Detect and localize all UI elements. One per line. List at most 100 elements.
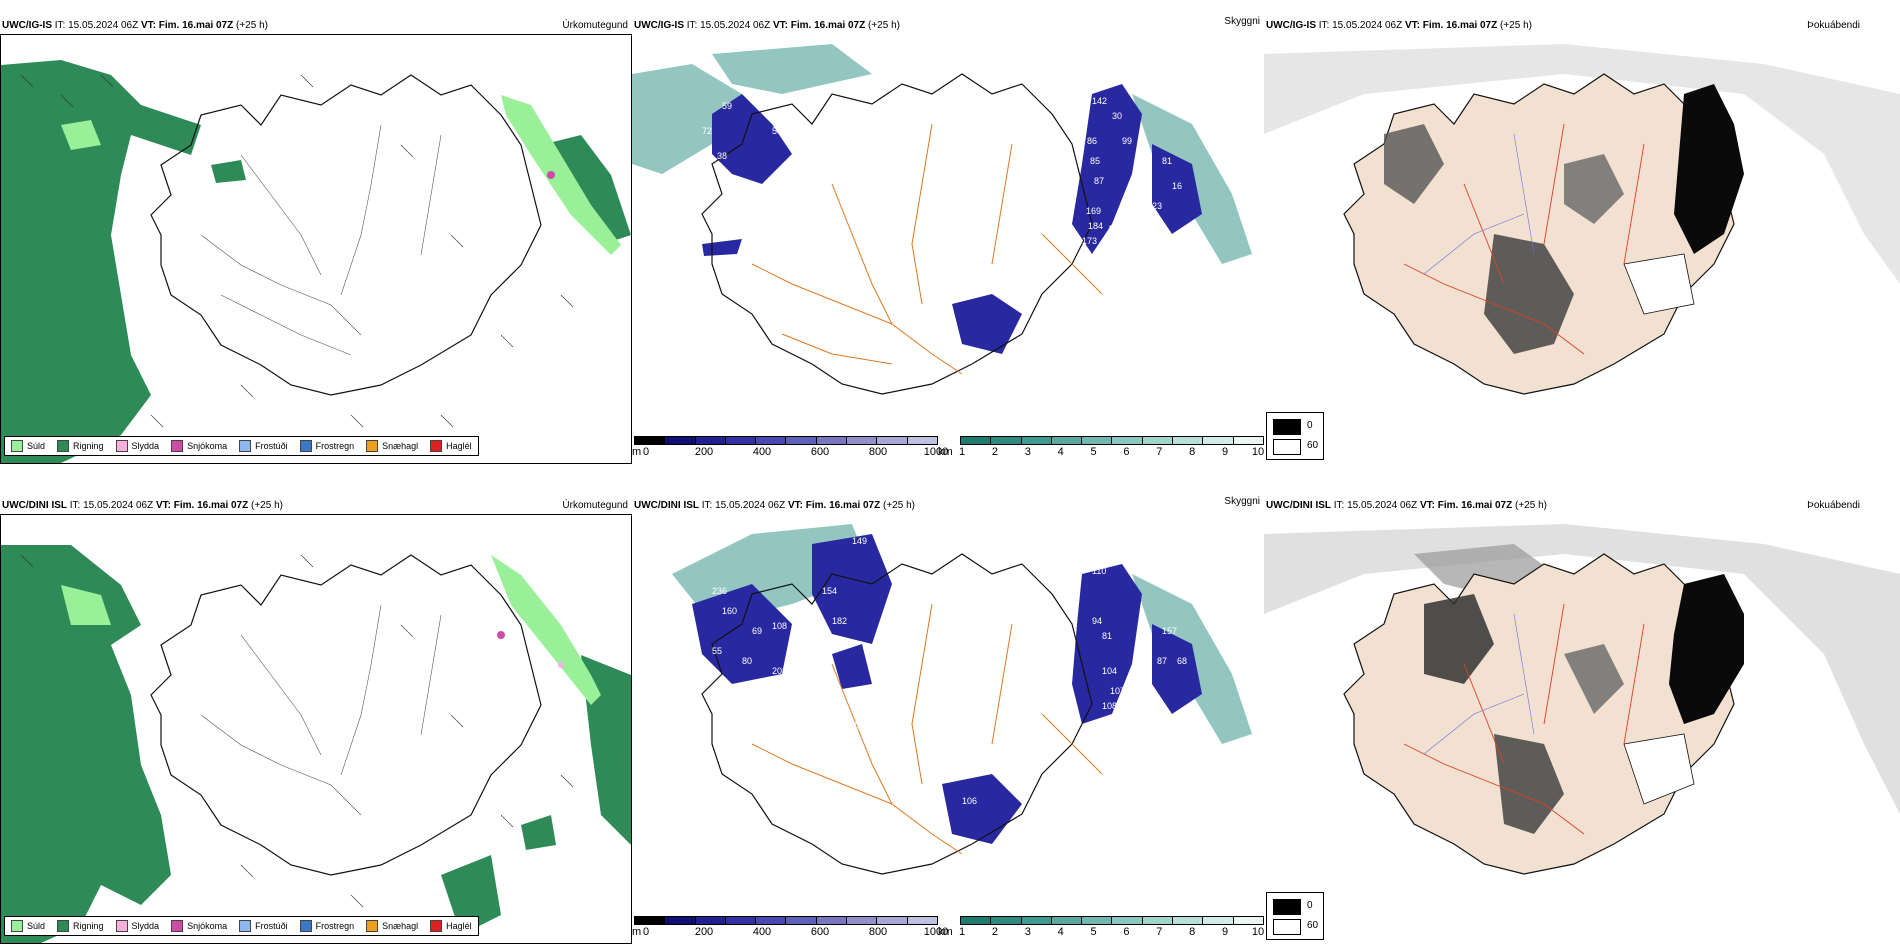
colorbar-segment xyxy=(725,917,757,924)
cloudbase-value-label: 95 xyxy=(897,281,907,291)
cloudbase-value-label: 73 xyxy=(852,721,862,731)
it-value: 15.05.2024 06Z xyxy=(715,500,786,511)
cloudbase-value-label: 69 xyxy=(752,626,762,636)
colorbar-tick: 3 xyxy=(1024,926,1031,938)
cloudbase-value-label: 112 xyxy=(922,286,936,296)
swatch xyxy=(57,440,70,452)
legend-item: Súld xyxy=(11,920,45,932)
panel-title: Skyggni xyxy=(1224,496,1260,507)
legend-label: Snjókoma xyxy=(187,921,228,931)
visibility-colorbar xyxy=(960,436,1264,445)
legend-item: Frostregn xyxy=(299,440,355,452)
panel-header: UWC/DINI ISL IT: 15.05.2024 06Z VT: Fim.… xyxy=(1266,500,1547,511)
colorbar-segment xyxy=(1233,917,1263,924)
colorbar-segment xyxy=(991,917,1022,924)
legend-label: Slydda xyxy=(131,921,160,931)
cloudbase-value-label: 94 xyxy=(1092,616,1102,626)
legend-label: Slydda xyxy=(131,441,160,451)
cloudbase-value-label: 135 xyxy=(1108,224,1123,234)
swatch xyxy=(430,920,443,932)
colorbar-tick: 1 xyxy=(958,926,966,938)
cloudbase-value-label: 107 xyxy=(932,806,947,816)
legend-label: Rigning xyxy=(73,441,104,451)
fog-legend-label: 60 xyxy=(1307,920,1319,931)
precip-legend: Súld Rigning Slydda Snjókoma Frostúði Fr… xyxy=(4,916,479,936)
legend-item: Snjókoma xyxy=(171,920,227,932)
fog-legend-label: 60 xyxy=(1307,440,1319,451)
swatch xyxy=(11,440,23,452)
visibility-unit: km xyxy=(938,926,953,938)
fog-swatch-0 xyxy=(1273,899,1301,915)
vt-label: VT: xyxy=(140,20,156,31)
swatch xyxy=(299,920,312,932)
vt-label: VT: xyxy=(1404,20,1420,31)
cloudbase-value-label: 182 xyxy=(832,616,847,626)
row-2: UWC/DINI ISL IT: 15.05.2024 06Z VT: Fim.… xyxy=(0,494,1900,944)
colorbar-tick: 1000 xyxy=(923,926,949,938)
cloudbase-value-label: 16 xyxy=(1172,181,1182,191)
legend-label: Frostregn xyxy=(315,921,355,931)
swatch xyxy=(366,920,379,932)
colorbar-tick: 400 xyxy=(752,446,772,458)
cloudbase-value-label: 55 xyxy=(712,646,722,656)
colorbar-segment xyxy=(907,437,937,444)
model-name: UWC/DINI ISL xyxy=(634,500,699,511)
cloudbase-unit: m xyxy=(632,446,642,458)
precip-map xyxy=(1,545,631,943)
colorbar-segment xyxy=(786,437,817,444)
colorbar-segment xyxy=(1112,437,1143,444)
cloudbase-value-label: 68 xyxy=(892,226,902,236)
cloudbase-value-label: 38 xyxy=(717,151,727,161)
fog-legend: 0 60 xyxy=(1266,412,1324,460)
colorbar-segment xyxy=(1112,917,1143,924)
colorbar-segment xyxy=(847,917,878,924)
colorbar-segment xyxy=(665,917,696,924)
panel-header: UWC/DINI ISL IT: 15.05.2024 06Z VT: Fim.… xyxy=(634,500,915,511)
legend-label: Frostregn xyxy=(315,441,355,451)
colorbar-segment xyxy=(1082,437,1113,444)
colorbar-segment xyxy=(725,437,757,444)
colorbar-tick: 6 xyxy=(1123,446,1130,458)
cloudbase-colorbar xyxy=(634,916,938,925)
colorbar-tick: 200 xyxy=(694,446,714,458)
cloudbase-value-label: 99 xyxy=(1122,136,1132,146)
visibility-unit: km xyxy=(938,446,953,458)
colorbar-tick: 1 xyxy=(958,446,966,458)
fog-swatch-0 xyxy=(1273,419,1301,435)
colorbar-segment xyxy=(695,917,726,924)
cloudbase-value-label: 68 xyxy=(1177,656,1187,666)
cloud-map: 59 72 38 58 84 12 50 68 112 87 89 99 95 112 01 142 30 86 9… xyxy=(632,44,1252,395)
colorbar-segment xyxy=(961,437,992,444)
model-name: UWC/DINI ISL xyxy=(1266,500,1331,511)
cloudbase-value-label: 149 xyxy=(852,536,867,546)
vt-label: VT: xyxy=(1419,500,1435,511)
swatch xyxy=(171,440,184,452)
panel-header: UWC/IG-IS IT: 15.05.2024 06Z VT: Fim. 16… xyxy=(634,20,900,31)
vt-value: Fim. 16.mai 07Z xyxy=(805,500,881,511)
cloudbase-value-label: 45 xyxy=(692,731,702,741)
cloudbase-value-label: 50 xyxy=(862,236,872,246)
colorbar-segment xyxy=(1233,437,1263,444)
fog-legend-label: 0 xyxy=(1307,420,1313,431)
cloudbase-value-label: 107 xyxy=(1110,686,1125,696)
legend-item: Frostregn xyxy=(299,920,355,932)
swatch xyxy=(11,920,23,932)
cloudbase-value-label: 86 xyxy=(1087,136,1097,146)
cloudbase-value-label: 106 xyxy=(962,796,977,806)
colorbar-segment xyxy=(695,437,726,444)
legend-item: Snæhagl xyxy=(366,440,418,452)
cloudbase-value-label: 99 xyxy=(862,296,872,306)
swatch xyxy=(366,440,379,452)
colorbar-tick: 800 xyxy=(868,926,888,938)
cloudbase-value-label: 59 xyxy=(722,101,732,111)
colorbar-segment xyxy=(991,437,1022,444)
it-label: IT: xyxy=(1333,500,1345,511)
colorbar-tick: 200 xyxy=(694,926,714,938)
legend-label: Haglél xyxy=(446,441,472,451)
lead-time: (+25 h) xyxy=(1500,20,1532,31)
it-value: 15.05.2024 06Z xyxy=(700,20,771,31)
lead-time: (+25 h) xyxy=(883,500,915,511)
colorbar-tick: 600 xyxy=(810,926,830,938)
cloudbase-value-label: 81 xyxy=(1162,156,1172,166)
legend-item: Haglél xyxy=(430,920,472,932)
